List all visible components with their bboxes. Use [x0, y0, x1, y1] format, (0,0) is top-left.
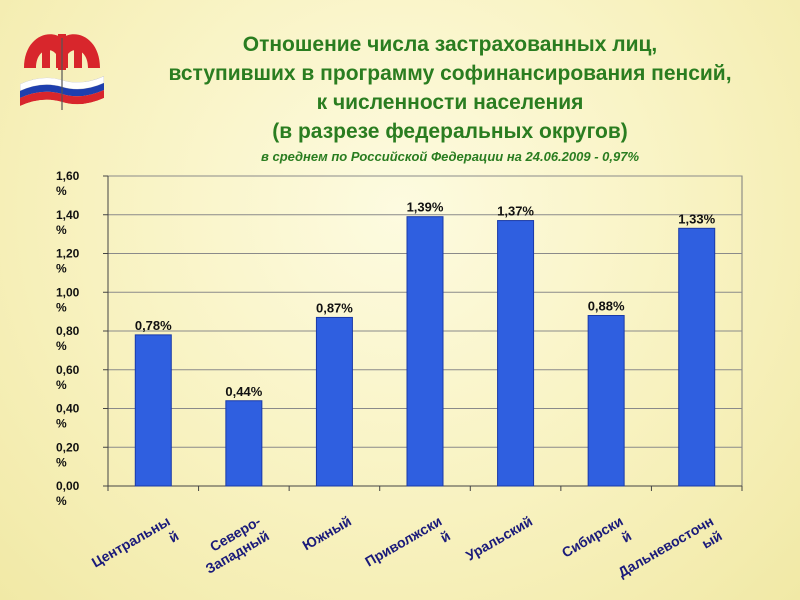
bar-4	[406, 216, 444, 487]
title-line-2: вступивших в программу софинансирования …	[168, 62, 732, 85]
y-tick-label: 1,60%	[56, 169, 80, 198]
y-tick-label: 1,40%	[56, 208, 80, 237]
y-tick-label: 0,00%	[56, 479, 80, 508]
y-tick-label: 0,60%	[56, 363, 80, 392]
title-line-4: (в разрезе федеральных округов)	[272, 120, 628, 143]
pfr-logo	[20, 34, 104, 110]
data-label-5: 1,37%	[497, 204, 534, 219]
data-label-7: 1,33%	[678, 211, 715, 226]
bar-6	[587, 315, 625, 487]
data-label-2: 0,44%	[225, 384, 262, 399]
bar-2	[225, 400, 263, 487]
chart-title: Отношение числа застрахованных лиц, всту…	[120, 30, 780, 166]
bar-3	[315, 316, 353, 487]
x-category-label-5: Уральский	[463, 513, 535, 564]
bar-7	[678, 227, 716, 487]
x-category-label-4: Приволжский	[362, 513, 453, 585]
x-category-label-1: Центральный	[89, 513, 181, 585]
y-tick-label: 1,00%	[56, 285, 80, 314]
bar-1	[134, 334, 172, 487]
data-label-6: 0,88%	[588, 299, 625, 314]
data-label-4: 1,39%	[407, 200, 444, 215]
data-label-1: 0,78%	[135, 318, 172, 333]
bar-5	[497, 220, 535, 487]
title-line-1: Отношение числа застрахованных лиц,	[242, 33, 658, 56]
y-tick-label: 0,80%	[56, 324, 80, 353]
y-tick-label: 0,40%	[56, 402, 80, 431]
x-category-label-7: Дальневосточный	[615, 513, 725, 595]
chart-subtitle: в среднем по Российской Федерации на 24.…	[261, 149, 639, 164]
x-category-label-3: Южный	[300, 513, 354, 554]
data-label-3: 0,87%	[316, 300, 353, 315]
title-line-3: к численности населения	[316, 91, 584, 114]
x-category-label-2: Северо-Западный	[194, 513, 272, 577]
y-tick-label: 0,20%	[56, 440, 80, 469]
y-tick-label: 1,20%	[56, 247, 80, 276]
